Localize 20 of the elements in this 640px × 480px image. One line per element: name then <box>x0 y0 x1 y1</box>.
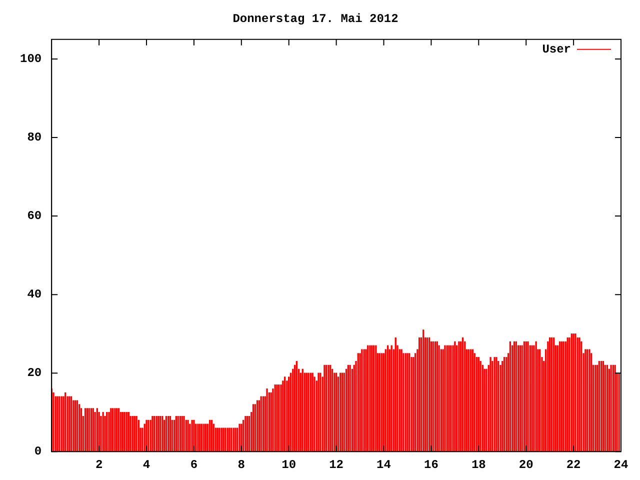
y-tick-label: 20 <box>27 366 42 380</box>
x-tick-label: 16 <box>424 458 438 472</box>
chart-title: Donnerstag 17. Mai 2012 <box>232 12 398 26</box>
y-tick-label: 60 <box>27 209 42 224</box>
x-tick-label: 14 <box>376 458 391 472</box>
x-tick-label: 2 <box>95 458 103 472</box>
y-tick-label: 100 <box>20 52 42 66</box>
x-tick-label: 8 <box>238 458 246 472</box>
x-tick-label: 6 <box>190 458 198 472</box>
x-tick-label: 12 <box>329 458 344 472</box>
x-tick-label: 18 <box>471 458 486 472</box>
y-tick-label: 80 <box>27 130 42 145</box>
x-tick-label: 20 <box>518 458 534 472</box>
text: User <box>542 42 571 56</box>
x-tick-label: 4 <box>142 458 150 472</box>
x-tick-label: 24 <box>614 458 628 472</box>
x-tick-label: 22 <box>566 458 581 472</box>
x-tick-label: 10 <box>282 458 296 472</box>
y-tick-label: 0 <box>34 444 42 459</box>
y-tick-label: 40 <box>27 288 42 302</box>
